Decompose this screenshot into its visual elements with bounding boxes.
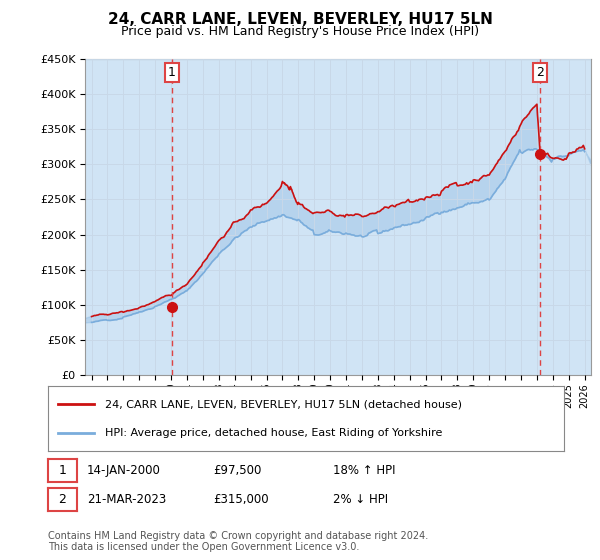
Text: 2: 2 bbox=[536, 67, 544, 80]
Text: Contains HM Land Registry data © Crown copyright and database right 2024.
This d: Contains HM Land Registry data © Crown c… bbox=[48, 531, 428, 553]
Text: 18% ↑ HPI: 18% ↑ HPI bbox=[333, 464, 395, 477]
Text: 24, CARR LANE, LEVEN, BEVERLEY, HU17 5LN: 24, CARR LANE, LEVEN, BEVERLEY, HU17 5LN bbox=[107, 12, 493, 27]
Text: 2: 2 bbox=[58, 493, 67, 506]
Text: HPI: Average price, detached house, East Riding of Yorkshire: HPI: Average price, detached house, East… bbox=[105, 428, 442, 438]
Text: £315,000: £315,000 bbox=[213, 493, 269, 506]
Text: 21-MAR-2023: 21-MAR-2023 bbox=[87, 493, 166, 506]
Text: 1: 1 bbox=[168, 67, 176, 80]
Text: £97,500: £97,500 bbox=[213, 464, 262, 477]
Text: 24, CARR LANE, LEVEN, BEVERLEY, HU17 5LN (detached house): 24, CARR LANE, LEVEN, BEVERLEY, HU17 5LN… bbox=[105, 399, 462, 409]
Text: 2% ↓ HPI: 2% ↓ HPI bbox=[333, 493, 388, 506]
Text: 1: 1 bbox=[58, 464, 67, 477]
Text: 14-JAN-2000: 14-JAN-2000 bbox=[87, 464, 161, 477]
Text: Price paid vs. HM Land Registry's House Price Index (HPI): Price paid vs. HM Land Registry's House … bbox=[121, 25, 479, 38]
